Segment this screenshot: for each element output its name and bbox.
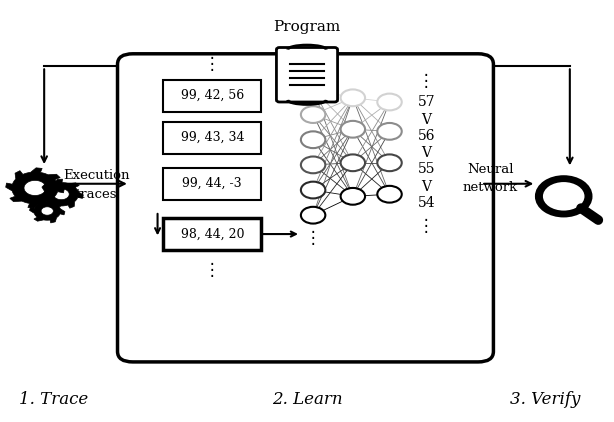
Text: 55: 55 <box>418 162 435 176</box>
Circle shape <box>301 157 325 173</box>
Text: 3. Verify: 3. Verify <box>510 391 581 408</box>
Circle shape <box>341 154 365 171</box>
Circle shape <box>543 182 585 211</box>
FancyBboxPatch shape <box>163 168 262 200</box>
Text: 99, 44, -3: 99, 44, -3 <box>182 177 242 190</box>
Text: ⋮: ⋮ <box>204 261 220 279</box>
FancyBboxPatch shape <box>276 48 338 102</box>
PathPatch shape <box>29 199 65 223</box>
Circle shape <box>377 186 402 203</box>
FancyBboxPatch shape <box>163 218 262 250</box>
Text: V: V <box>421 146 431 160</box>
Text: ⋮: ⋮ <box>305 57 321 76</box>
Circle shape <box>341 89 365 106</box>
Circle shape <box>377 94 402 111</box>
Circle shape <box>301 181 325 198</box>
Circle shape <box>301 207 325 224</box>
Text: 99, 42, 56: 99, 42, 56 <box>181 89 244 102</box>
Text: Execution: Execution <box>63 169 130 182</box>
Circle shape <box>301 131 325 148</box>
Text: V: V <box>421 180 431 194</box>
FancyBboxPatch shape <box>163 122 262 154</box>
Text: Neural: Neural <box>467 162 514 176</box>
Circle shape <box>301 106 325 123</box>
Circle shape <box>377 123 402 140</box>
Text: ⋮: ⋮ <box>418 72 435 90</box>
Text: Program: Program <box>273 20 341 34</box>
Circle shape <box>341 188 365 205</box>
Text: traces: traces <box>76 188 117 201</box>
PathPatch shape <box>6 168 64 208</box>
Text: ⋮: ⋮ <box>418 216 435 235</box>
Text: 1. Trace: 1. Trace <box>18 391 88 408</box>
FancyBboxPatch shape <box>117 54 494 362</box>
Text: 99, 43, 34: 99, 43, 34 <box>181 131 244 144</box>
Circle shape <box>377 154 402 171</box>
Circle shape <box>301 81 325 98</box>
Text: 57: 57 <box>418 95 435 109</box>
Text: ⋮: ⋮ <box>204 55 220 73</box>
Text: ⋮: ⋮ <box>305 229 321 247</box>
Text: 2. Learn: 2. Learn <box>271 391 343 408</box>
Text: network: network <box>463 181 518 195</box>
PathPatch shape <box>39 179 84 209</box>
Text: V: V <box>421 113 431 127</box>
Text: 56: 56 <box>418 129 435 143</box>
FancyBboxPatch shape <box>163 80 262 112</box>
Text: 54: 54 <box>418 196 435 210</box>
Text: 98, 44, 20: 98, 44, 20 <box>181 227 244 241</box>
Circle shape <box>341 121 365 138</box>
